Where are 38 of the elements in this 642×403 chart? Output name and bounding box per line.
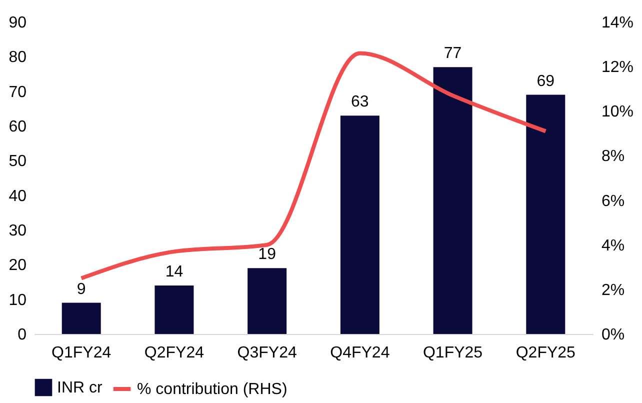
y-tick-label: 0 (18, 326, 27, 344)
y2-tick-label: 12% (602, 59, 634, 76)
data-label: 69 (536, 72, 555, 90)
x-tick-label: Q2FY25 (516, 344, 576, 362)
data-label: 9 (76, 280, 86, 298)
x-tick-label: Q4FY24 (330, 344, 390, 362)
y-tick-label: 50 (8, 153, 27, 170)
data-label: 77 (444, 45, 462, 62)
data-label: 14 (165, 263, 184, 280)
y2-tick-label: 0% (602, 326, 625, 344)
y-tick-label: 30 (8, 222, 27, 240)
y-tick-label: 80 (8, 49, 27, 66)
data-label: 63 (351, 94, 369, 111)
y2-tick-label: 4% (602, 237, 625, 254)
bar (248, 268, 287, 334)
y2-tick-label: 14% (602, 14, 634, 32)
y2-tick-label: 6% (602, 192, 625, 210)
y2-tick-label: 8% (602, 148, 625, 166)
bar (62, 302, 101, 334)
legend-label: % contribution (RHS) (137, 381, 288, 398)
y2-tick-label: 2% (602, 282, 625, 299)
data-label: 19 (258, 246, 276, 264)
y-tick-label: 90 (8, 14, 27, 32)
y-tick-label: 40 (8, 188, 27, 205)
y-tick-label: 20 (8, 257, 27, 274)
y-tick-label: 70 (8, 84, 27, 101)
x-tick-label: Q1FY24 (52, 344, 112, 362)
x-tick-label: Q2FY24 (144, 344, 204, 362)
y-tick-label: 10 (8, 292, 27, 309)
y-tick-label: 60 (8, 118, 27, 136)
x-tick-label: Q3FY24 (237, 344, 297, 362)
y2-tick-label: 10% (602, 104, 634, 121)
bar (340, 116, 380, 334)
bar (433, 67, 472, 334)
x-tick-label: Q1FY25 (422, 344, 483, 362)
legend-label: INR cr (57, 380, 103, 396)
bar (154, 285, 194, 334)
bar (526, 94, 566, 334)
